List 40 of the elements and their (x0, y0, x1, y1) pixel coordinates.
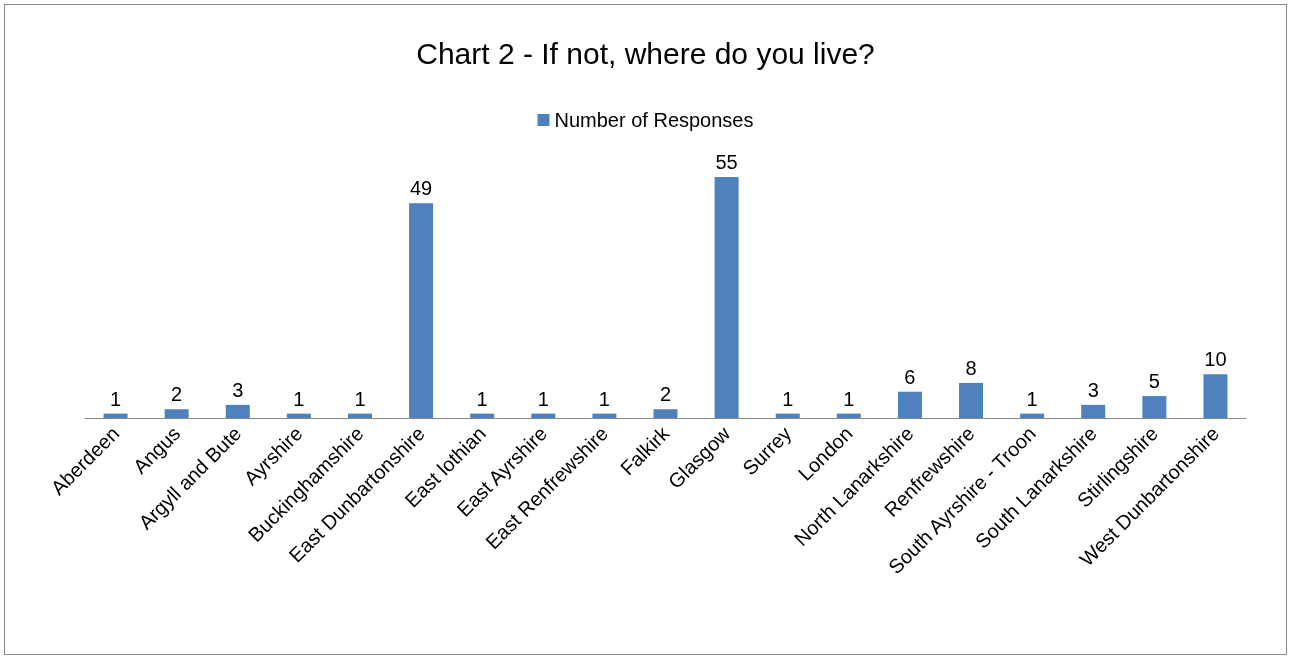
bar (1020, 413, 1045, 418)
data-label: 2 (659, 383, 672, 406)
bar (1081, 404, 1106, 418)
data-label: 55 (715, 150, 738, 173)
data-label: 1 (476, 387, 488, 410)
data-label: 5 (1148, 370, 1160, 393)
bar (531, 413, 556, 418)
data-label: 1 (843, 387, 855, 410)
bar (592, 413, 617, 418)
bar (409, 203, 434, 418)
bar (1203, 374, 1228, 418)
data-label: 1 (1026, 387, 1038, 410)
data-label: 1 (354, 387, 366, 410)
data-label: 6 (904, 365, 916, 388)
bar (470, 413, 495, 418)
bar (225, 404, 250, 418)
bar (775, 413, 800, 418)
chart-title: Chart 2 - If not, where do you live? (416, 36, 875, 70)
bar (714, 176, 739, 418)
bar (347, 413, 372, 418)
bar (836, 413, 861, 418)
data-label: 1 (598, 387, 610, 410)
bar (653, 409, 678, 418)
bar (286, 413, 311, 418)
data-label: 3 (232, 378, 244, 401)
data-label: 10 (1204, 348, 1227, 371)
bar (959, 382, 984, 418)
data-label: 2 (171, 383, 183, 406)
data-label: 1 (293, 387, 305, 410)
legend-label: Number of Responses (554, 109, 754, 131)
data-label: 8 (965, 356, 977, 379)
bar (164, 409, 189, 418)
data-label: 3 (1087, 378, 1099, 401)
data-label: 49 (409, 177, 433, 200)
bar (1142, 396, 1167, 418)
data-label: 1 (537, 387, 549, 410)
data-label: 1 (782, 387, 794, 410)
bar (897, 391, 922, 418)
data-label: 1 (109, 387, 122, 410)
bar (103, 413, 128, 418)
